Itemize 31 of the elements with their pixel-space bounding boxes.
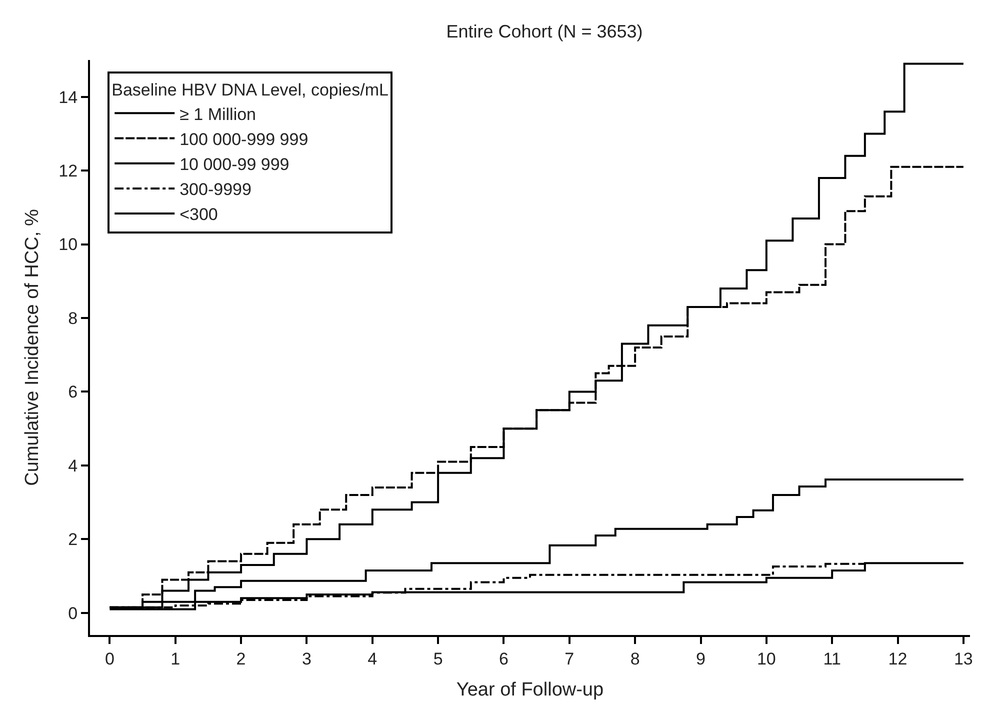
x-tick-label: 8	[630, 649, 640, 668]
legend-label: 300-9999	[180, 180, 252, 200]
legend-label: 100 000-999 999	[180, 130, 308, 149]
chart-title: Entire Cohort (N = 3653)	[446, 21, 643, 42]
legend-title: Baseline HBV DNA Level, copies/mL	[112, 80, 388, 100]
x-axis-title: Year of Follow-up	[456, 680, 604, 701]
y-axis-title: Cumulative Incidence of HCC, %	[22, 209, 44, 486]
y-tick-label: 14	[58, 88, 78, 107]
x-tick-label: 9	[696, 649, 706, 668]
x-tick-label: 5	[433, 649, 443, 668]
legend-label: <300	[180, 205, 218, 224]
legend-label: 10 000-99 999	[180, 154, 290, 174]
x-tick-label: 3	[302, 649, 312, 668]
y-tick-label: 0	[68, 604, 78, 623]
x-tick-label: 1	[170, 649, 180, 668]
legend-label: ≥ 1 Million	[180, 104, 256, 124]
x-tick-label: 11	[823, 649, 841, 668]
y-tick-label: 10	[58, 235, 78, 254]
x-tick-label: 7	[564, 649, 574, 668]
y-tick-label: 8	[68, 308, 78, 328]
x-tick-label: 12	[888, 649, 908, 668]
x-tick-label: 2	[236, 649, 246, 668]
y-tick-label: 6	[68, 382, 78, 402]
y-tick-label: 12	[58, 162, 78, 181]
x-tick-label: 10	[756, 649, 776, 668]
x-tick-label: 0	[104, 649, 114, 668]
x-tick-label: 6	[498, 649, 508, 668]
x-tick-label: 4	[368, 649, 378, 668]
y-tick-label: 4	[68, 456, 78, 476]
x-tick-label: 13	[954, 649, 973, 668]
y-tick-label: 2	[68, 530, 78, 550]
